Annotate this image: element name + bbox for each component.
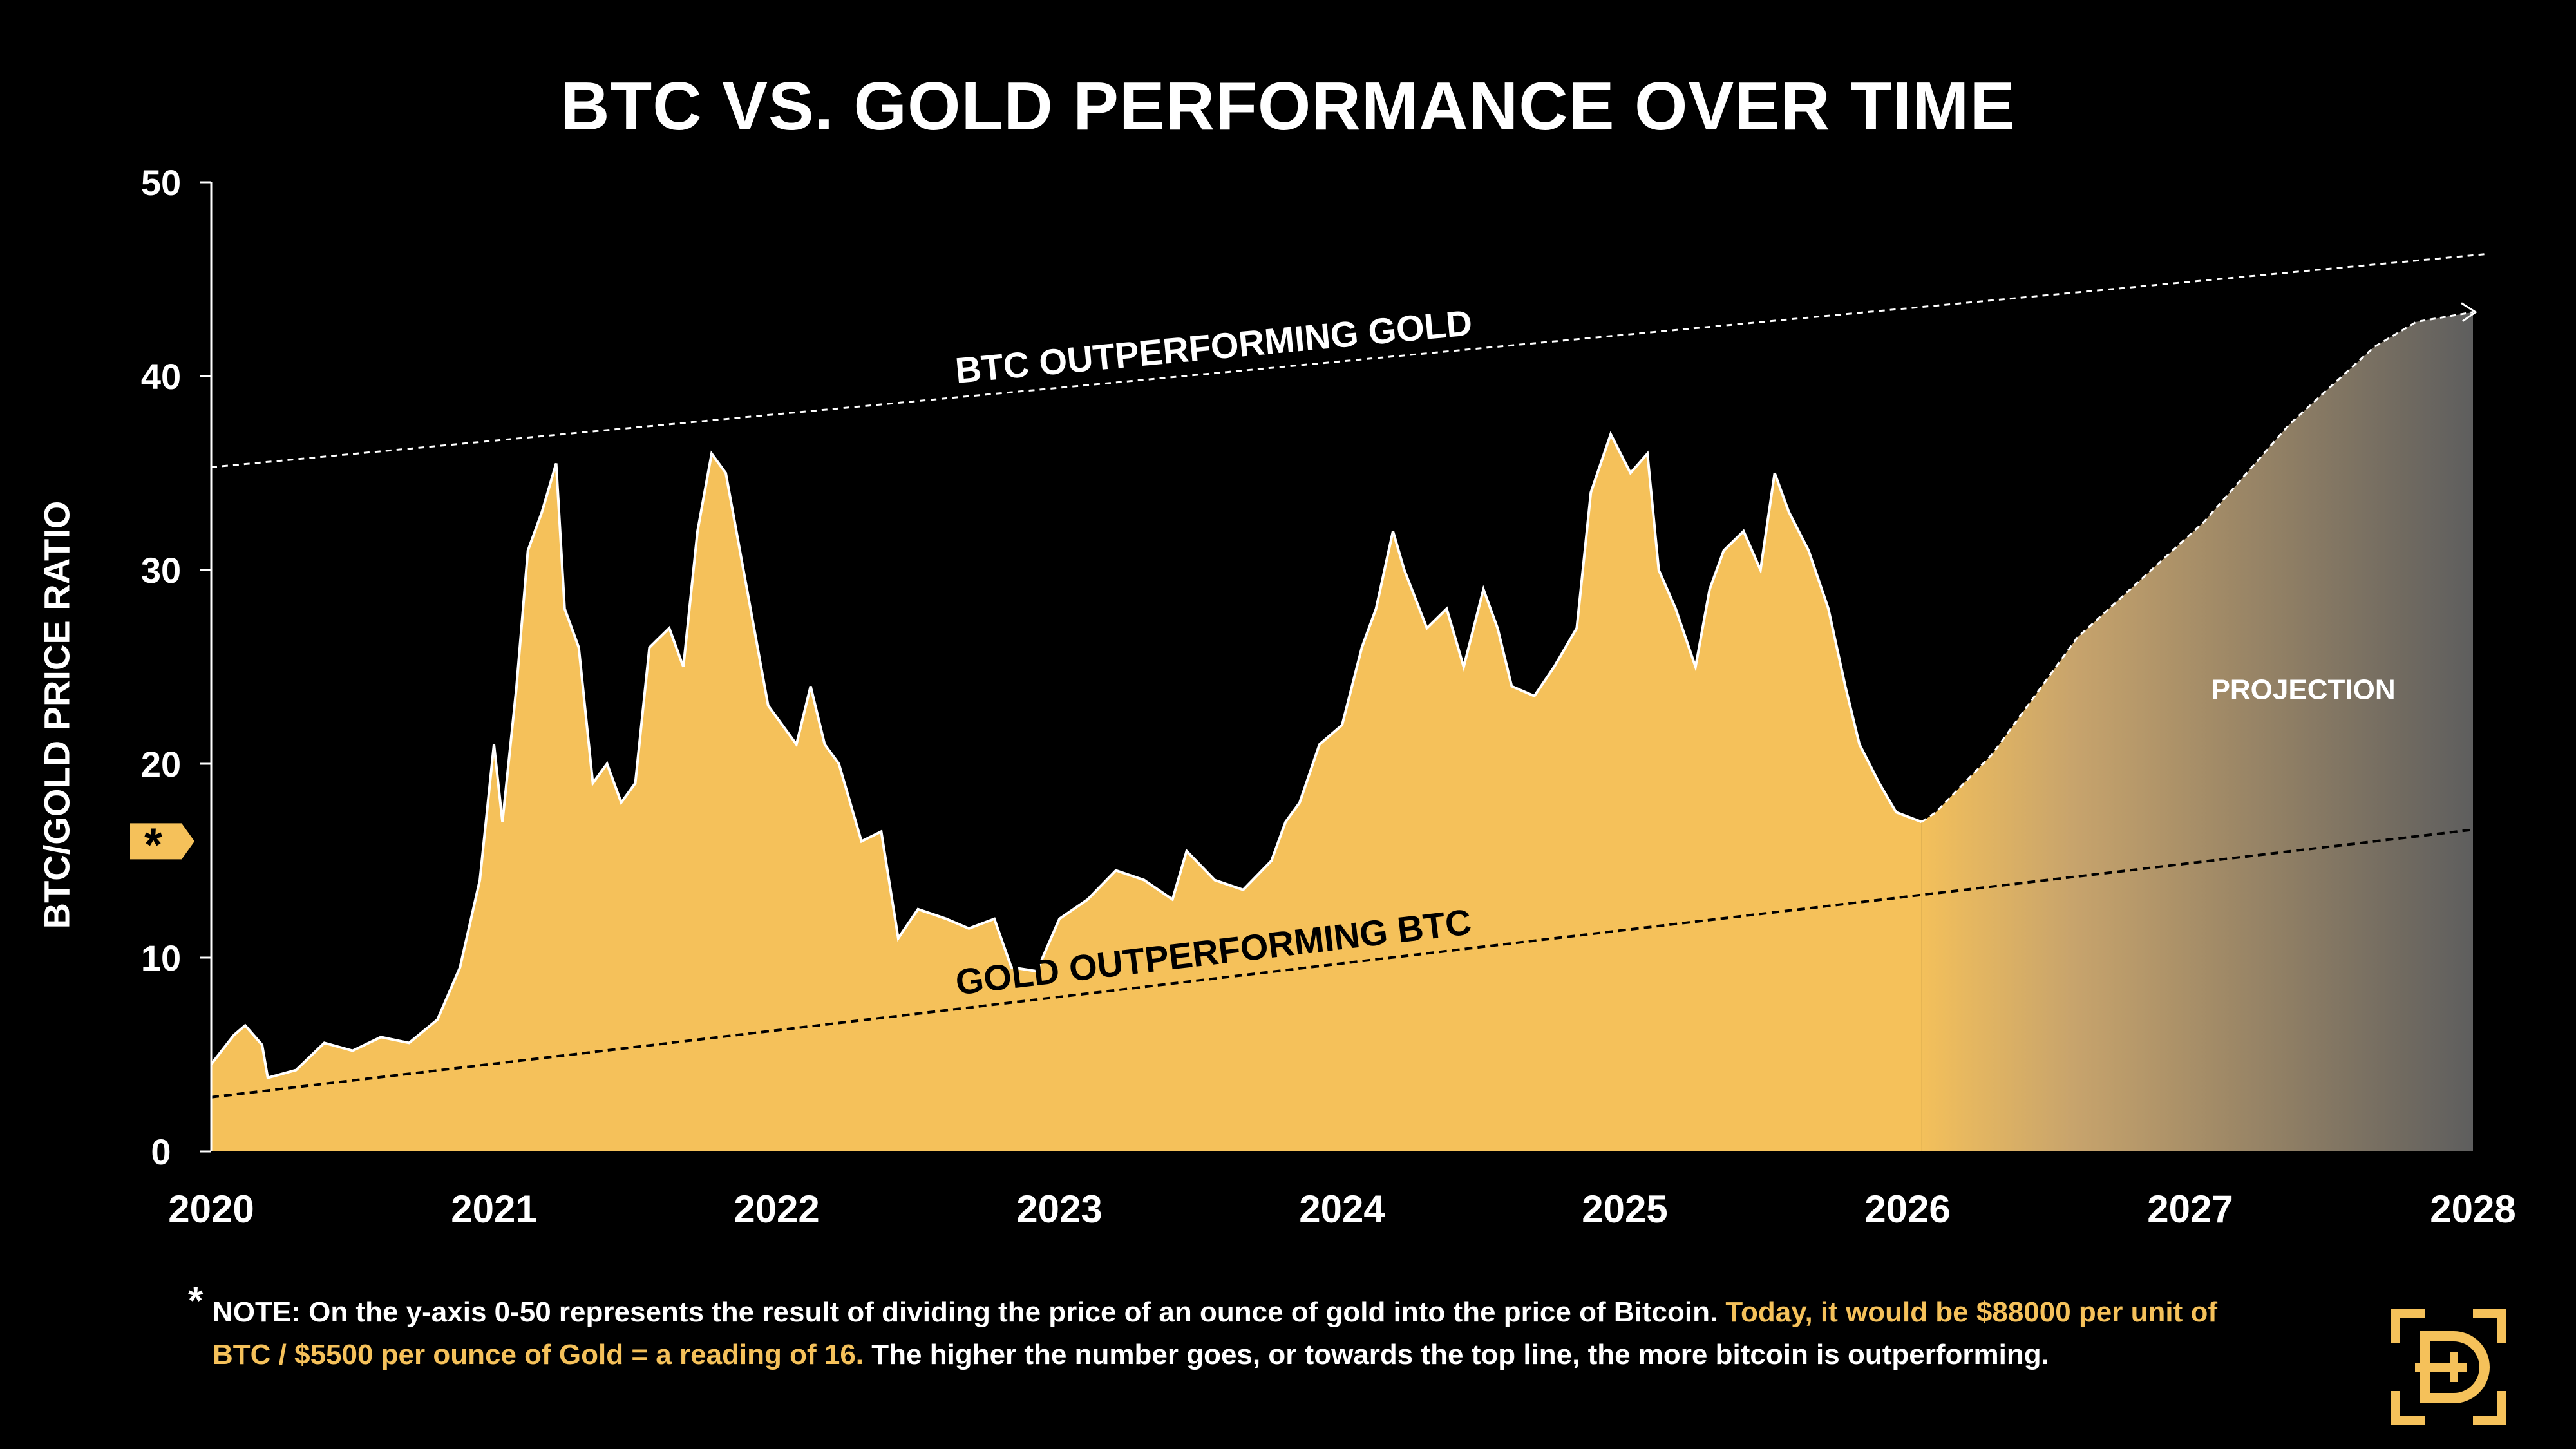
x-tick-label: 2022: [734, 1188, 819, 1231]
x-tick-label: 2020: [168, 1188, 254, 1231]
projection-area: [1921, 312, 2473, 1152]
x-tick-label: 2028: [2430, 1188, 2515, 1231]
projection-label: PROJECTION: [2211, 674, 2396, 706]
note-asterisk: *: [188, 1279, 204, 1322]
y-tick-label: 20: [141, 744, 181, 784]
chart-title: BTC VS. GOLD PERFORMANCE OVER TIME: [560, 68, 2016, 144]
dg-logo-icon: [2391, 1309, 2506, 1425]
historical-area: [211, 434, 1922, 1151]
y-tick-label: 30: [141, 550, 181, 591]
y-tick-label: 0: [151, 1132, 171, 1172]
projection-line: [1921, 311, 2474, 823]
reading-marker-label: *: [144, 819, 162, 871]
x-tick-label: 2025: [1582, 1188, 1667, 1231]
x-tick-label: 2023: [1016, 1188, 1102, 1231]
footnote-part-1: NOTE: On the y-axis 0-50 represents the …: [213, 1296, 1726, 1328]
upper-line-label: BTC OUTPERFORMING GOLD: [954, 302, 1474, 391]
footnote: NOTE: On the y-axis 0-50 represents the …: [213, 1291, 2273, 1376]
x-tick-label: 2027: [2147, 1188, 2233, 1231]
upper-trend-line: [211, 252, 2488, 468]
footnote-highlight: Today, it would be $88000 per unit of BT…: [213, 1296, 2218, 1370]
x-tick-label: 2026: [1864, 1188, 1950, 1231]
x-tick-label: 2021: [451, 1188, 536, 1231]
reading-marker: [130, 823, 194, 860]
lower-trend-line: [211, 828, 2474, 1099]
footnote-part-3: The higher the number goes, or towards t…: [864, 1339, 2049, 1370]
y-tick-label: 10: [141, 938, 181, 978]
y-tick-label: 40: [141, 356, 181, 397]
historical-line: [210, 431, 1922, 1080]
y-tick-label: 50: [141, 162, 181, 203]
projection-arrow: [2461, 302, 2477, 322]
x-tick-label: 2024: [1299, 1188, 1385, 1231]
